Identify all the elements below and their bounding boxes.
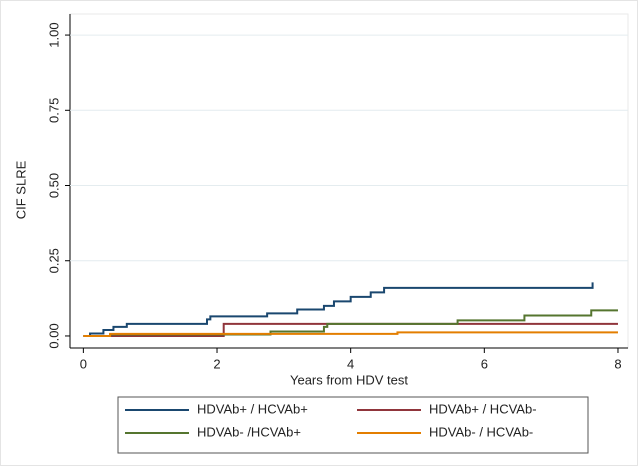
y-tick-label: 0.75 <box>46 98 61 123</box>
series-line <box>83 331 618 337</box>
legend-label: HDVAb+ / HCVAb+ <box>197 401 308 416</box>
x-tick-label: 8 <box>614 356 621 371</box>
legend-label: HDVAb+ / HCVAb- <box>429 401 537 416</box>
legend-label: HDVAb- / HCVAb- <box>429 424 533 439</box>
x-tick-label: 6 <box>481 356 488 371</box>
x-tick-label: 0 <box>80 356 87 371</box>
y-axis-label: CIF SLRE <box>13 160 28 219</box>
y-tick-label: 0.25 <box>46 248 61 273</box>
plot-area <box>69 13 629 349</box>
legend <box>117 396 589 454</box>
y-tick-label: 1.00 <box>46 22 61 47</box>
legend-label: HDVAb- /HCVAb+ <box>197 424 301 439</box>
y-tick-label: 0.00 <box>46 323 61 348</box>
x-axis-label: Years from HDV test <box>290 372 408 387</box>
y-tick-label: 0.50 <box>46 173 61 198</box>
x-tick-label: 2 <box>213 356 220 371</box>
x-tick-label: 4 <box>347 356 354 371</box>
series-line <box>83 282 594 337</box>
